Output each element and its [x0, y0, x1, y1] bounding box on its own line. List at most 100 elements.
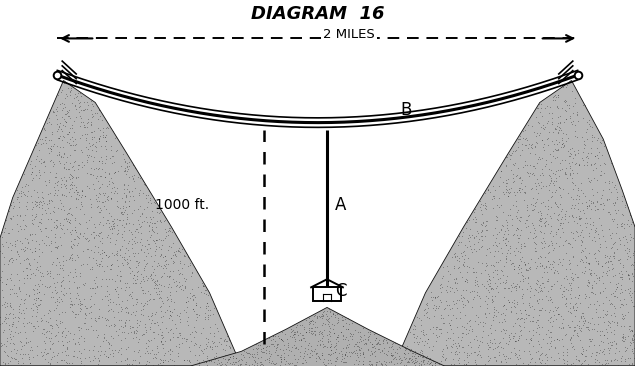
Point: [166, 348, 177, 354]
Point: [554, 139, 564, 145]
Point: [471, 361, 481, 366]
Point: [81, 236, 91, 242]
Point: [214, 339, 224, 345]
Point: [514, 333, 524, 339]
Point: [471, 282, 481, 288]
Point: [152, 237, 163, 243]
Point: [136, 247, 146, 253]
Point: [65, 299, 76, 305]
Point: [10, 356, 20, 362]
Point: [401, 362, 411, 366]
Point: [27, 313, 37, 318]
Point: [79, 194, 90, 199]
Point: [195, 304, 205, 310]
Point: [582, 282, 592, 288]
Point: [59, 207, 69, 213]
Point: [608, 253, 618, 259]
Point: [35, 264, 45, 269]
Point: [94, 306, 104, 312]
Point: [324, 328, 334, 333]
Point: [518, 292, 528, 298]
Point: [67, 255, 77, 261]
Point: [80, 235, 90, 241]
Point: [236, 361, 246, 366]
Point: [33, 302, 43, 308]
Point: [128, 221, 138, 227]
Point: [203, 292, 213, 298]
Point: [83, 239, 93, 244]
Point: [70, 104, 80, 109]
Point: [583, 326, 593, 332]
Point: [525, 229, 535, 235]
Point: [548, 258, 558, 264]
Point: [544, 258, 554, 264]
Point: [372, 359, 382, 365]
Point: [471, 350, 481, 355]
Point: [138, 206, 149, 212]
Point: [610, 293, 620, 299]
Point: [86, 204, 96, 210]
Point: [614, 257, 624, 262]
Point: [366, 362, 377, 366]
Point: [501, 183, 511, 189]
Point: [506, 261, 516, 267]
Point: [537, 170, 547, 176]
Point: [100, 348, 110, 354]
Point: [627, 360, 635, 366]
Point: [90, 224, 100, 230]
Point: [584, 150, 594, 156]
Point: [627, 219, 635, 225]
Point: [38, 198, 48, 204]
Point: [612, 294, 622, 300]
Point: [54, 123, 64, 128]
Point: [617, 271, 627, 277]
Point: [251, 341, 261, 347]
Point: [4, 240, 15, 246]
Point: [99, 335, 109, 341]
Point: [270, 339, 280, 344]
Point: [296, 337, 306, 343]
Point: [61, 159, 71, 165]
Point: [613, 280, 623, 285]
Point: [180, 283, 190, 289]
Point: [531, 199, 542, 205]
Point: [521, 336, 531, 342]
Point: [84, 354, 94, 360]
Point: [580, 142, 591, 147]
Point: [3, 360, 13, 366]
Point: [105, 155, 116, 161]
Point: [94, 158, 104, 164]
Point: [629, 303, 635, 309]
Point: [620, 247, 631, 253]
Point: [93, 361, 104, 366]
Point: [520, 158, 530, 164]
Point: [53, 187, 63, 193]
Point: [70, 137, 80, 142]
Point: [95, 343, 105, 349]
Point: [525, 264, 535, 270]
Point: [510, 338, 520, 344]
Point: [417, 347, 427, 353]
Point: [51, 365, 62, 366]
Point: [65, 290, 76, 296]
Point: [74, 220, 84, 226]
Point: [390, 354, 400, 360]
Point: [514, 347, 524, 353]
Point: [150, 283, 160, 288]
Point: [551, 316, 561, 322]
Point: [230, 365, 240, 366]
Point: [324, 325, 335, 331]
Point: [439, 362, 449, 366]
Point: [584, 121, 594, 127]
Point: [86, 122, 97, 128]
Point: [218, 339, 229, 344]
Point: [394, 353, 404, 359]
Point: [512, 225, 523, 231]
Point: [171, 343, 181, 349]
Point: [623, 272, 633, 278]
Point: [528, 222, 538, 228]
Point: [0, 314, 10, 320]
Point: [111, 301, 121, 307]
Point: [133, 359, 144, 365]
Point: [507, 260, 518, 266]
